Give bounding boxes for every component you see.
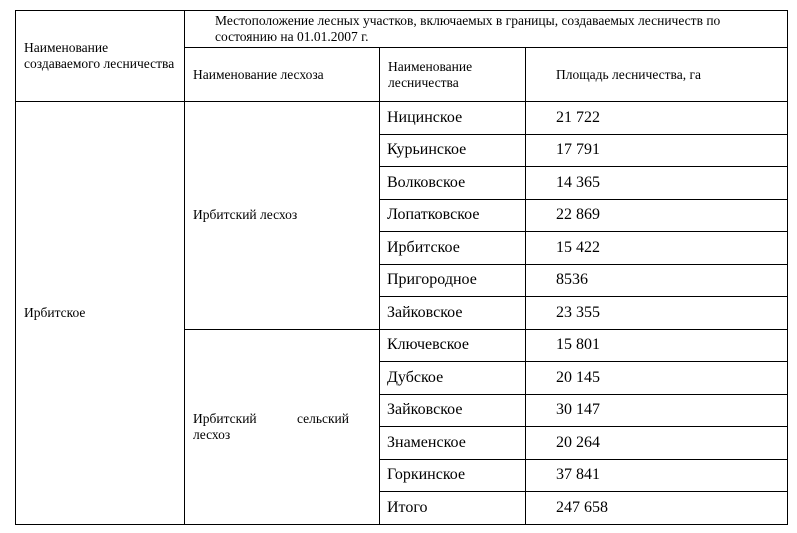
site-area: 17 791 xyxy=(524,133,789,167)
site-name: Зайковское xyxy=(379,393,526,427)
site-row: Ирбитское Ирбитский лесхоз Ницинское 21 722 xyxy=(15,101,789,525)
site-row: Волковское 14 365 xyxy=(16,166,789,200)
site-name: Курьинское xyxy=(379,133,526,167)
location-group-header: Местоположение лесных участков, включаем… xyxy=(183,10,789,48)
site-name: Дубское xyxy=(379,361,526,395)
leskhoz-name: Ирбитский сельский лесхоз xyxy=(184,328,380,525)
site-name: Ницинское xyxy=(379,101,526,135)
total-label: Итого xyxy=(379,491,526,525)
site-row: Курьинское 17 791 xyxy=(16,133,789,167)
total-row: Итого 247 658 xyxy=(16,491,789,525)
site-name: Ключевское xyxy=(379,328,526,362)
site-area: 15 422 xyxy=(524,231,789,265)
site-area: 20 145 xyxy=(524,361,789,395)
site-area: 8536 xyxy=(524,263,789,297)
site-area: 14 365 xyxy=(524,166,789,200)
site-area: 37 841 xyxy=(524,458,789,492)
site-col-header: Наименование лесничества xyxy=(379,47,526,102)
site-area: 20 264 xyxy=(524,426,789,460)
forestry-name: Ирбитское xyxy=(15,101,185,525)
site-area: 23 355 xyxy=(524,296,789,330)
site-name: Пригородное xyxy=(379,263,526,297)
site-area: 15 801 xyxy=(524,328,789,362)
total-area: 247 658 xyxy=(524,491,789,525)
site-name: Зайковское xyxy=(379,296,526,330)
site-name: Лопатковское xyxy=(379,198,526,232)
site-name: Горкинское xyxy=(379,458,526,492)
header-row: Наименование создаваемого лесничества Ме… xyxy=(15,10,789,102)
area-col-header: Площадь лесничества, га xyxy=(524,47,789,102)
leskhoz-col-header: Наименование лесхоза xyxy=(184,47,380,102)
site-row: Дубское 20 145 xyxy=(16,361,789,395)
header-row: Наименование лесхоза Наименование леснич… xyxy=(16,47,789,102)
site-name: Волковское xyxy=(379,166,526,200)
site-area: 21 722 xyxy=(524,101,789,135)
table-body: Наименование создаваемого лесничества Ме… xyxy=(15,10,789,525)
forestry-col-header: Наименование создаваемого лесничества xyxy=(15,10,185,102)
forest-table: Наименование создаваемого лесничества Ме… xyxy=(15,10,789,525)
site-area: 22 869 xyxy=(524,198,789,232)
site-row: Зайковское 30 147 xyxy=(16,393,789,427)
site-row: Ирбитское 15 422 xyxy=(16,231,789,265)
site-name: Ирбитское xyxy=(379,231,526,265)
leskhoz-name: Ирбитский лесхоз xyxy=(184,101,380,330)
site-row: Ирбитский сельский лесхоз Ключевское 15 80… xyxy=(16,328,789,525)
site-name: Знаменское xyxy=(379,426,526,460)
site-area: 30 147 xyxy=(524,393,789,427)
site-row: Горкинское 37 841 xyxy=(16,458,789,492)
site-row: Зайковское 23 355 xyxy=(16,296,789,330)
